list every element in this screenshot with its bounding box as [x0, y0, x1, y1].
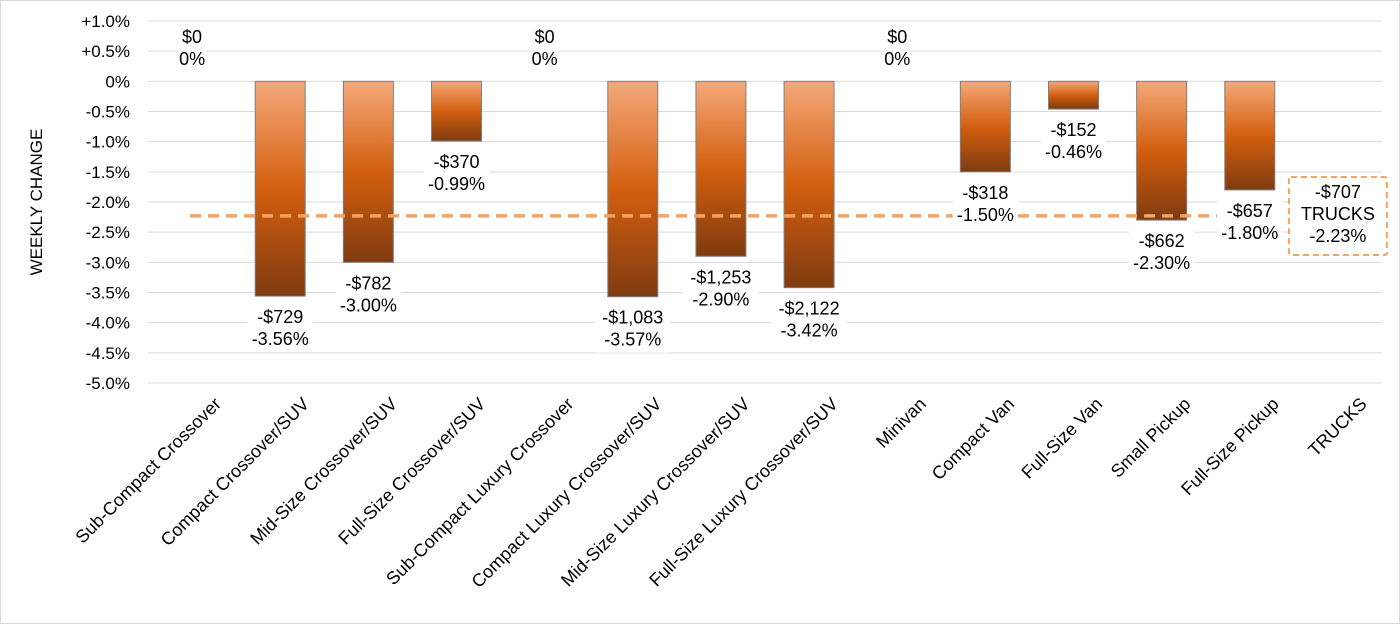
data-label: -3.00% — [340, 295, 397, 315]
trucks-callout-label: -$707 — [1315, 182, 1361, 202]
data-label-background — [1216, 197, 1283, 246]
data-label-background — [178, 24, 206, 72]
bar — [342, 80, 394, 263]
data-label: -0.46% — [1045, 142, 1102, 162]
data-label: -3.42% — [781, 321, 838, 341]
y-tick-label: -0.5% — [86, 103, 130, 122]
y-tick-label: +0.5% — [81, 42, 130, 61]
data-label-background — [247, 304, 314, 353]
data-label: -0.99% — [428, 174, 485, 194]
bar — [431, 80, 482, 142]
y-tick-label: -3.5% — [86, 284, 130, 303]
bar — [695, 80, 747, 257]
y-tick-label: -2.0% — [86, 193, 130, 212]
data-label: -$2,122 — [779, 299, 840, 319]
data-label: -$370 — [433, 152, 479, 172]
y-tick-label: -2.5% — [86, 223, 130, 242]
data-label: -$729 — [257, 307, 303, 327]
data-label: -$1,083 — [602, 308, 663, 328]
y-axis-tick-labels: +1.0% +0.5% 0% -0.5% -1.0% -1.5% -2.0% -2.5% -3.… — [81, 12, 130, 393]
data-label-background — [1128, 228, 1195, 277]
bar — [783, 80, 835, 289]
data-label: -$318 — [962, 183, 1008, 203]
data-label: -1.50% — [957, 205, 1014, 225]
data-label-background — [952, 179, 1019, 228]
data-label: 0% — [179, 49, 205, 69]
y-axis-label: WEEKLY CHANGE — [27, 129, 46, 276]
y-tick-label: -4.0% — [86, 314, 130, 333]
trucks-callout-label: TRUCKS — [1301, 204, 1375, 224]
data-label: -1.80% — [1221, 223, 1278, 243]
data-label-background — [1040, 117, 1107, 166]
data-label-background — [531, 24, 559, 72]
bar — [959, 80, 1011, 173]
data-label: -3.56% — [252, 329, 309, 349]
data-label-background — [771, 295, 847, 344]
y-tick-label: +1.0% — [81, 12, 130, 31]
data-label: -3.57% — [604, 330, 661, 350]
bar — [607, 80, 659, 298]
trucks-callout-label: -2.23% — [1309, 226, 1366, 246]
data-label-background — [883, 24, 911, 72]
bar — [1136, 80, 1188, 221]
bars — [254, 80, 1276, 298]
data-label: -2.30% — [1133, 253, 1190, 273]
data-label: $0 — [887, 27, 907, 47]
trucks-callout-box — [1287, 176, 1388, 256]
data-label: 0% — [532, 49, 558, 69]
data-label: -2.90% — [692, 289, 749, 309]
bar — [1224, 80, 1276, 191]
y-tick-label: -1.5% — [86, 163, 130, 182]
data-label: $0 — [182, 27, 202, 47]
y-tick-label: -3.0% — [86, 253, 130, 272]
data-label-background — [683, 264, 759, 313]
data-label: -$782 — [345, 273, 391, 293]
y-tick-label: -5.0% — [86, 374, 130, 393]
data-label-background — [423, 149, 490, 198]
data-label: $0 — [535, 27, 555, 47]
bar — [1048, 80, 1099, 110]
data-label: 0% — [884, 49, 910, 69]
data-labels: $00%-$729-3.56%-$782-3.00%-$370-0.99%$00… — [178, 24, 1388, 353]
y-tick-label: 0% — [105, 72, 130, 91]
data-label: -$1,253 — [690, 267, 751, 287]
data-label: -$657 — [1227, 201, 1273, 221]
data-label: -$152 — [1050, 120, 1096, 140]
bar — [254, 80, 306, 297]
data-label: -$662 — [1139, 231, 1185, 251]
y-tick-label: -1.0% — [86, 133, 130, 152]
y-tick-label: -4.5% — [86, 344, 130, 363]
data-label-background — [595, 304, 671, 353]
data-label-background — [335, 270, 402, 319]
